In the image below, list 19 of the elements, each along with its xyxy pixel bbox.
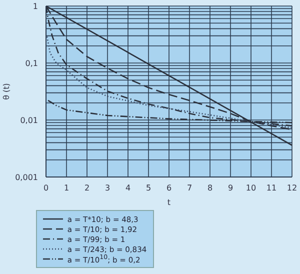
x-tick-label: 12 [286, 184, 298, 193]
x-tick-label: 11 [266, 184, 277, 193]
y-tick-label: 0,001 [15, 172, 38, 182]
x-tick-label: 2 [84, 184, 90, 193]
x-tick-label: 3 [104, 184, 110, 193]
y-tick-label: 0,01 [20, 116, 38, 125]
x-tick-label: 9 [228, 184, 234, 193]
y-tick-label: 0,1 [25, 58, 38, 68]
x-tick-label: 4 [125, 184, 131, 193]
y-tick-label: 1 [32, 2, 38, 11]
x-tick-label: 5 [146, 184, 152, 193]
y-axis-title: θ (t) [2, 83, 11, 100]
x-tick-label: 0 [43, 184, 49, 193]
x-axis-title: t [167, 198, 171, 207]
x-tick-label: 7 [186, 184, 192, 193]
x-tick-label: 1 [64, 184, 70, 193]
x-tick-label: 10 [246, 184, 256, 193]
x-tick-label: 6 [166, 184, 172, 193]
x-tick-label: 8 [207, 184, 213, 193]
